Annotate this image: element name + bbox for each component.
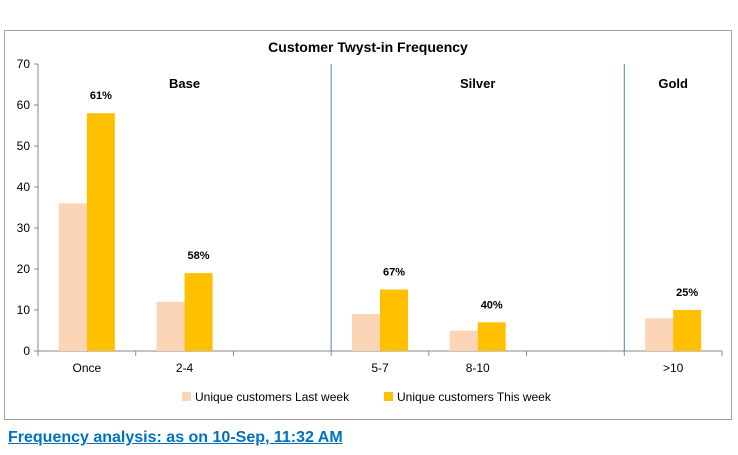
group-label-silver: Silver <box>460 76 495 91</box>
bar-last-week <box>645 318 674 351</box>
y-tick-label: 60 <box>17 98 31 112</box>
bar-this-week <box>477 322 506 351</box>
group-label-gold: Gold <box>658 76 688 91</box>
frequency-analysis-link[interactable]: Frequency analysis: as on 10-Sep, 11:32 … <box>8 429 343 446</box>
chart-title: Customer Twyst-in Frequency <box>268 39 468 55</box>
legend-label-last-week: Unique customers Last week <box>195 390 350 404</box>
bar-this-week <box>86 113 115 351</box>
legend-label-this-week: Unique customers This week <box>397 390 552 404</box>
x-tick-label: Once <box>73 361 102 375</box>
data-label: 58% <box>188 250 210 262</box>
bar-last-week <box>352 314 380 351</box>
data-label: 67% <box>383 267 405 279</box>
x-tick-label: 8-10 <box>466 361 490 375</box>
legend-swatch-this-week <box>384 392 393 401</box>
bar-this-week <box>184 273 213 351</box>
group-label-base: Base <box>169 76 200 91</box>
y-tick-label: 30 <box>17 221 31 235</box>
bar-last-week <box>449 330 478 351</box>
y-tick-label: 10 <box>17 303 31 317</box>
x-tick-label: 2-4 <box>176 361 194 375</box>
y-tick-label: 20 <box>17 262 31 276</box>
data-label: 25% <box>676 287 698 299</box>
data-label: 40% <box>481 299 503 311</box>
bar-last-week <box>58 203 87 351</box>
legend-swatch-last-week <box>182 392 191 401</box>
y-tick-label: 40 <box>17 180 31 194</box>
bar-this-week <box>673 310 702 351</box>
chart-border <box>4 30 732 420</box>
chart-container: Customer Twyst-in Frequency 0 10 20 30 40 50 6… <box>4 30 732 420</box>
bar-chart: Customer Twyst-in Frequency 0 10 20 30 40 50 6… <box>4 30 732 420</box>
data-label: 61% <box>90 90 112 102</box>
bar-last-week <box>156 301 185 351</box>
chart-legend: Unique customers Last week Unique custom… <box>182 390 552 404</box>
y-tick-label: 50 <box>17 139 31 153</box>
bar-this-week <box>380 289 408 351</box>
x-tick-label: 5-7 <box>371 361 389 375</box>
y-tick-label: 0 <box>23 344 30 358</box>
y-tick-label: 70 <box>17 57 31 71</box>
x-tick-label: >10 <box>663 361 684 375</box>
